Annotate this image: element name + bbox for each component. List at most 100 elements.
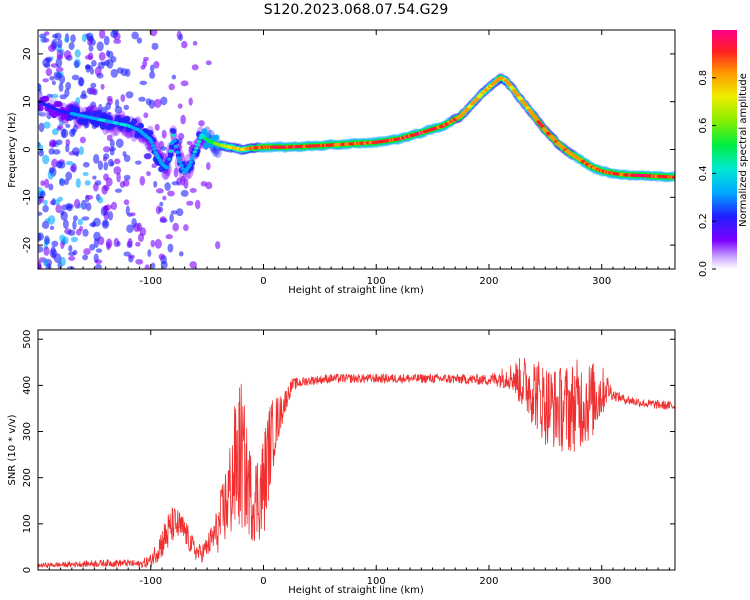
y-tick-label: 20 [22,48,33,61]
noise-speck [43,121,51,129]
ridge-band [131,118,138,125]
noise-speck [38,149,44,157]
noise-speck [205,60,212,66]
noise-speck [127,237,133,248]
ridge-band [137,122,144,129]
noise-speck [103,205,109,212]
noise-speck [50,93,59,99]
noise-speck [65,123,71,128]
noise-speck [41,37,50,43]
noise-speck [147,249,152,257]
snr-panel: -100 0 100 200 300 0 100 200 300 400 500 Height of… [7,329,676,596]
noise-speck [56,49,63,59]
noise-speck [38,232,42,242]
noise-speck [48,183,54,191]
spectrogram-frame [37,29,676,270]
ridge-core [169,141,175,145]
ridge-core [176,156,181,160]
noise-speck [65,171,73,181]
noise-speck [66,266,75,269]
ridge-band [213,134,220,141]
noise-speck [88,87,97,95]
snr-x-label: Height of straight line (km) [288,585,424,596]
noise-speck [129,212,136,217]
noise-speck [42,204,49,213]
noise-speck [148,99,156,109]
ridge-core [190,157,195,161]
noise-speck [83,248,91,255]
ridge-band [95,109,102,116]
noise-speck [73,198,81,209]
noise-speck [105,177,113,187]
noise-speck [108,210,114,221]
noise-speck [92,175,97,180]
x-tick-label: 100 [367,276,386,287]
noise-speck [180,189,189,197]
noise-speck [45,68,53,77]
y-tick-label: 200 [22,468,33,487]
ridge-core [180,167,185,171]
noise-speck [122,151,127,157]
noise-speck [55,160,63,169]
ridge-core [671,175,675,179]
noise-speck [155,188,164,194]
y-tick-label: -20 [22,237,33,253]
noise-speck [85,64,91,73]
noise-speck [55,66,64,73]
noise-speck [161,129,167,139]
noise-speck [43,199,48,206]
ridge-core [195,143,200,147]
colorbar-tick-label: 0.8 [698,70,709,86]
noise-speck [144,264,150,269]
colorbar-tick-label: 0.0 [698,261,709,277]
y-tick-label: 100 [22,514,33,533]
ridge-core [187,163,192,167]
noise-speck [160,96,168,106]
noise-speck [168,83,175,91]
noise-speck [65,144,70,153]
noise-speck [87,38,92,46]
noise-speck [70,236,78,243]
colorbar-gradient [712,30,737,269]
snr-frame [37,329,676,571]
noise-speck [94,263,102,269]
noise-speck [172,222,179,232]
noise-speck [102,146,111,153]
noise-speck [194,199,201,210]
noise-speck [86,32,94,42]
noise-speck [159,146,168,151]
colorbar: 0.0 0.2 0.4 0.6 0.8 Normalized spectral ampl… [698,30,749,277]
noise-speck [100,83,105,90]
noise-speck [38,112,47,117]
noise-speck [180,175,186,186]
noise-speck [200,180,208,187]
y-tick-label: -10 [22,189,33,205]
noise-speck [54,32,62,41]
ridge-band [99,123,106,130]
noise-speck [93,231,101,242]
noise-speck [72,147,80,156]
noise-speck [75,96,81,106]
noise-speck [149,71,156,79]
noise-speck [113,158,121,165]
noise-speck [94,180,102,186]
noise-speck [59,234,66,242]
noise-speck [90,101,97,109]
noise-speck [89,67,95,75]
noise-speck [165,234,173,240]
noise-speck [97,160,104,171]
noise-speck [177,132,185,140]
ridge-core [152,147,157,151]
noise-speck [116,172,121,183]
noise-speck [61,204,69,211]
snr-y-label: SNR (10 * v/v) [7,414,18,485]
noise-speck [178,251,184,257]
noise-speck [70,34,76,43]
noise-speck [98,52,106,61]
noise-speck [91,60,97,67]
x-tick-label: 0 [260,276,266,287]
colorbar-tick-label: 0.6 [698,118,709,134]
noise-speck [74,49,81,58]
noise-speck [93,154,100,164]
